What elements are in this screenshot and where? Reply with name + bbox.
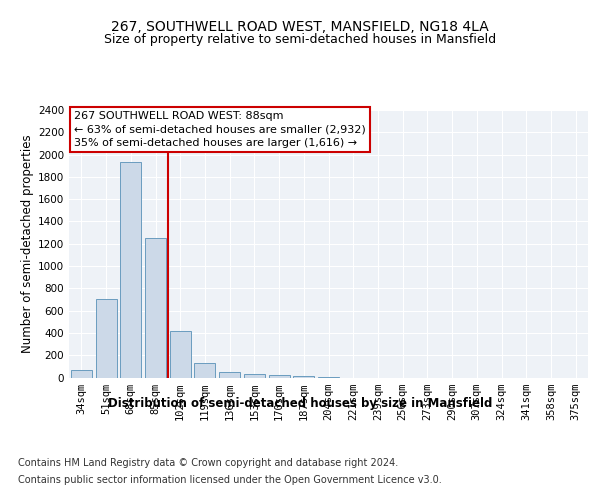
Text: Contains public sector information licensed under the Open Government Licence v3: Contains public sector information licen… [18, 475, 442, 485]
Bar [71, 370, 92, 378]
Bar [170, 330, 191, 378]
Text: Contains HM Land Registry data © Crown copyright and database right 2024.: Contains HM Land Registry data © Crown c… [18, 458, 398, 468]
Text: Distribution of semi-detached houses by size in Mansfield: Distribution of semi-detached houses by … [108, 398, 492, 410]
Bar [95, 300, 116, 378]
Text: Size of property relative to semi-detached houses in Mansfield: Size of property relative to semi-detach… [104, 34, 496, 46]
Bar [269, 376, 290, 378]
Bar [194, 363, 215, 378]
Bar [145, 238, 166, 378]
Bar [219, 372, 240, 378]
Bar [293, 376, 314, 378]
Bar [120, 162, 141, 378]
Text: 267 SOUTHWELL ROAD WEST: 88sqm
← 63% of semi-detached houses are smaller (2,932): 267 SOUTHWELL ROAD WEST: 88sqm ← 63% of … [74, 112, 366, 148]
Bar [244, 374, 265, 378]
Text: 267, SOUTHWELL ROAD WEST, MANSFIELD, NG18 4LA: 267, SOUTHWELL ROAD WEST, MANSFIELD, NG1… [111, 20, 489, 34]
Y-axis label: Number of semi-detached properties: Number of semi-detached properties [21, 134, 34, 353]
